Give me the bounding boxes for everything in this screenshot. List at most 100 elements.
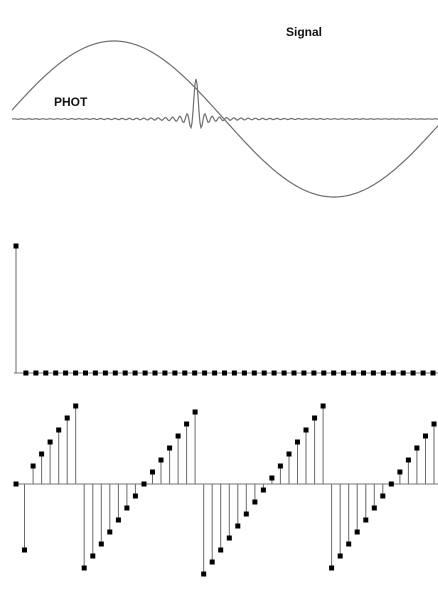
sawtooth-marker [184, 421, 190, 427]
impulse-marker [281, 370, 287, 376]
impulse-panel [13, 243, 438, 376]
sawtooth-marker [431, 421, 437, 427]
impulse-marker [261, 370, 267, 376]
impulse-marker [420, 370, 426, 376]
sawtooth-marker [107, 529, 113, 535]
sawtooth-marker [320, 403, 326, 409]
sawtooth-marker [243, 511, 249, 517]
sawtooth-marker [150, 469, 155, 475]
impulse-marker [73, 370, 79, 376]
impulse-marker [380, 370, 386, 376]
impulse-marker [152, 370, 158, 376]
impulse-marker [400, 370, 406, 376]
sawtooth-marker [124, 505, 130, 511]
sawtooth-marker [295, 439, 300, 445]
sawtooth-marker [209, 559, 215, 565]
impulse-marker [390, 370, 396, 376]
sawtooth-marker [13, 481, 19, 487]
sawtooth-marker [39, 451, 45, 457]
impulse-marker [112, 370, 118, 376]
impulse-marker [53, 370, 59, 376]
sawtooth-marker [414, 445, 420, 451]
sawtooth-marker [397, 469, 403, 475]
sawtooth-marker [175, 433, 181, 439]
sawtooth-marker [363, 517, 369, 523]
impulse-marker [311, 370, 317, 376]
sawtooth-marker [141, 481, 147, 487]
sawtooth-marker [269, 475, 275, 481]
sawtooth-marker [73, 403, 79, 409]
sawtooth-marker [132, 493, 138, 499]
sawtooth-marker [201, 571, 207, 577]
sawtooth-marker [312, 415, 318, 421]
sawtooth-marker [218, 547, 224, 553]
impulse-marker [370, 370, 376, 376]
impulse-marker [92, 370, 98, 376]
sawtooth-marker [64, 415, 70, 421]
impulse-marker [132, 370, 138, 376]
sawtooth-marker [337, 553, 343, 559]
sawtooth-marker [235, 523, 241, 529]
signal-label: Signal [286, 25, 322, 39]
sawtooth-marker [30, 463, 36, 469]
sawtooth-marker [405, 457, 411, 463]
impulse-marker [142, 370, 148, 376]
sawtooth-marker [81, 565, 87, 571]
impulse-marker [251, 370, 257, 376]
impulse-marker [102, 370, 108, 376]
impulse-marker [430, 370, 436, 376]
sawtooth-marker [277, 463, 283, 469]
sawtooth-marker [380, 493, 386, 499]
sawtooth-marker [354, 529, 360, 535]
sawtooth-marker [115, 517, 121, 523]
sawtooth-panel [13, 403, 438, 577]
impulse-marker [172, 370, 178, 376]
impulse-marker [321, 370, 327, 376]
sawtooth-marker [56, 427, 62, 433]
sawtooth-marker [371, 505, 377, 511]
sawtooth-marker [158, 457, 164, 463]
impulse-marker [222, 370, 227, 376]
sawtooth-marker [167, 445, 173, 451]
impulse-marker [351, 370, 357, 376]
sawtooth-marker [329, 565, 335, 571]
sawtooth-marker [388, 481, 394, 487]
impulse-marker [331, 370, 337, 376]
sawtooth-marker [22, 547, 27, 553]
sawtooth-marker [260, 487, 266, 493]
impulse-marker [271, 370, 277, 376]
impulse-marker [410, 370, 416, 376]
impulse-marker [291, 370, 297, 376]
sawtooth-marker [286, 451, 292, 457]
impulse-marker [202, 370, 208, 376]
impulse-marker [231, 370, 237, 376]
sawtooth-marker [423, 433, 428, 439]
impulse-marker [23, 370, 29, 376]
impulse-marker [162, 370, 168, 376]
impulse-marker [241, 370, 247, 376]
phot-label: PHOT [54, 95, 88, 109]
sawtooth-marker [303, 427, 309, 433]
impulse-marker [341, 370, 347, 376]
sawtooth-marker [47, 439, 53, 445]
sawtooth-marker [192, 409, 198, 415]
sawtooth-marker [90, 553, 96, 559]
impulse-marker [83, 370, 88, 376]
impulse-marker [63, 370, 69, 376]
impulse-marker [182, 370, 188, 376]
impulse-marker [192, 370, 198, 376]
sawtooth-marker [346, 541, 352, 547]
impulse-marker [361, 370, 366, 376]
impulse-marker [33, 370, 39, 376]
phot-signal-panel: PHOT Signal [11, 25, 438, 198]
sawtooth-marker [252, 499, 258, 505]
impulse-marker [212, 370, 218, 376]
impulse-marker [43, 370, 49, 376]
impulse-marker [13, 243, 19, 249]
phot-curve [11, 78, 438, 130]
impulse-marker [301, 370, 307, 376]
signal-curve [11, 40, 438, 198]
sawtooth-marker [98, 541, 104, 547]
sawtooth-marker [226, 535, 232, 541]
